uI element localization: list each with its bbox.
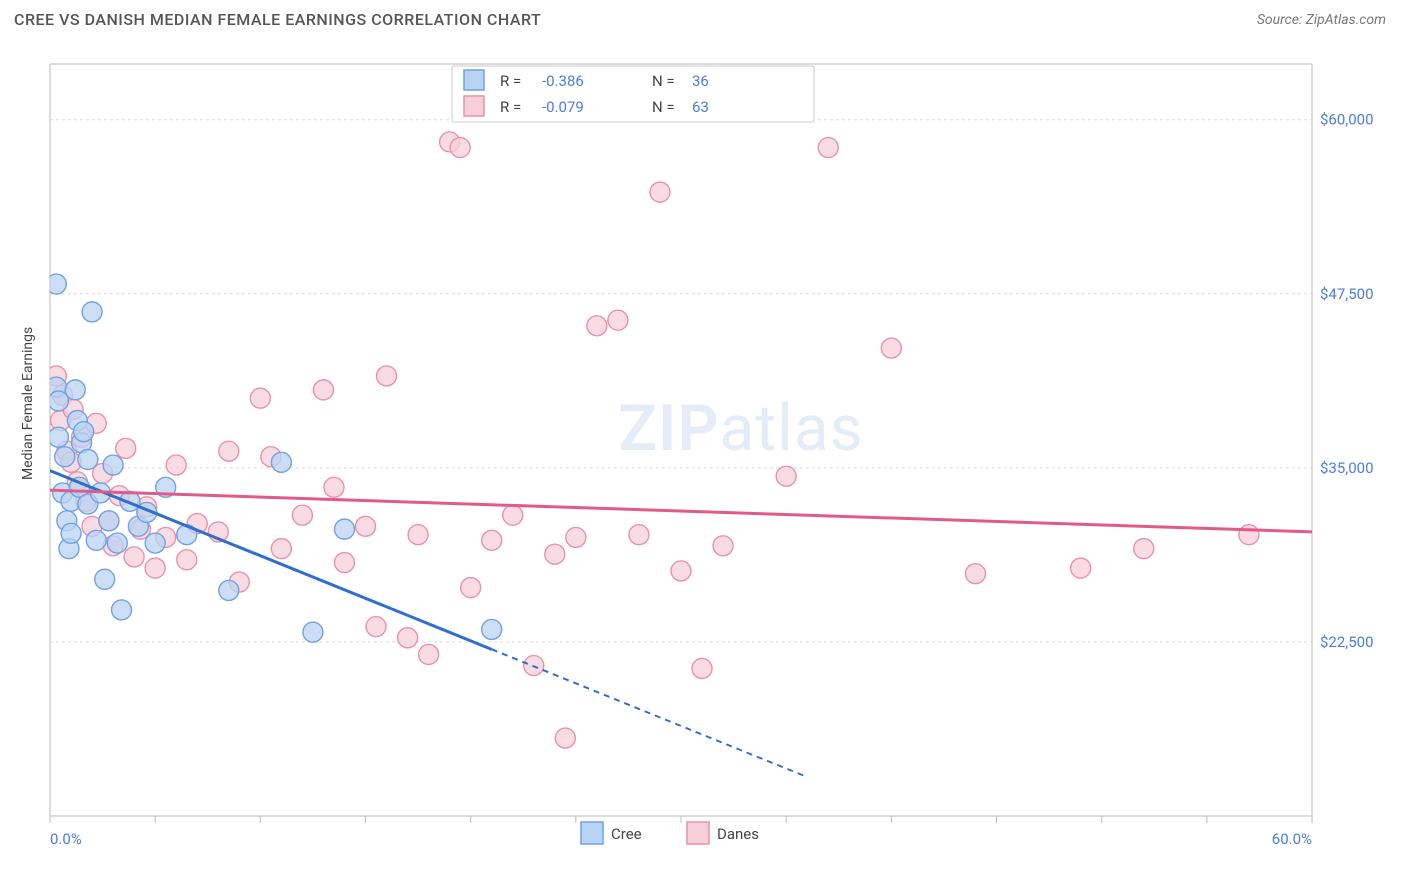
data-point	[377, 366, 397, 386]
data-point	[482, 530, 502, 550]
data-point	[46, 274, 66, 294]
data-point	[408, 525, 428, 545]
data-point	[145, 533, 165, 553]
data-point	[566, 527, 586, 547]
data-point	[48, 427, 68, 447]
data-point	[334, 553, 354, 573]
data-point	[450, 138, 470, 158]
legend-n-value: 63	[692, 98, 709, 116]
data-point	[292, 505, 312, 525]
data-point	[219, 441, 239, 461]
data-point	[82, 302, 102, 322]
data-point	[78, 449, 98, 469]
data-point	[166, 455, 186, 475]
y-tick-label: $60,000	[1320, 111, 1374, 129]
data-point	[1071, 558, 1091, 578]
data-point	[107, 533, 127, 553]
data-point	[250, 388, 270, 408]
data-point	[461, 578, 481, 598]
data-point	[692, 658, 712, 678]
x-tick-label-left: 0.0%	[50, 830, 82, 848]
legend-r-label: R =	[500, 72, 521, 90]
trend-line-danes	[50, 490, 1312, 532]
data-point	[555, 728, 575, 748]
data-point	[366, 617, 386, 637]
legend-series: Cree Danes	[581, 822, 759, 844]
watermark: ZIPatlas	[618, 391, 863, 466]
data-point	[545, 544, 565, 564]
chart-header: CREE VS DANISH MEDIAN FEMALE EARNINGS CO…	[0, 0, 1406, 37]
chart-container: $22,500 $35,000 $47,500 $60,000 0.0% 60.0% Med…	[14, 46, 1392, 872]
x-tick-label-right: 60.0%	[1272, 830, 1312, 848]
data-point	[313, 380, 333, 400]
y-tick-label: $47,500	[1320, 285, 1374, 303]
scatter-chart: $22,500 $35,000 $47,500 $60,000 0.0% 60.0% Med…	[14, 46, 1392, 872]
data-point	[1134, 539, 1154, 559]
legend-swatch	[464, 96, 484, 116]
y-axis-label: Median Female Earnings	[20, 327, 36, 480]
data-point	[608, 310, 628, 330]
data-point	[713, 536, 733, 556]
data-point	[324, 477, 344, 497]
legend-r-value: -0.079	[542, 98, 584, 116]
data-point	[881, 338, 901, 358]
data-point	[303, 622, 323, 642]
data-point	[398, 628, 418, 648]
data-point	[776, 466, 796, 486]
data-point	[503, 505, 523, 525]
legend-n-value: 36	[692, 72, 709, 90]
data-point	[116, 438, 136, 458]
data-point	[95, 569, 115, 589]
data-point	[86, 530, 106, 550]
y-tick-label: $35,000	[1320, 459, 1374, 477]
data-point	[55, 447, 75, 467]
data-point	[99, 511, 119, 531]
data-point	[219, 580, 239, 600]
legend-n-label: N =	[652, 98, 675, 116]
data-point	[103, 455, 123, 475]
data-point	[818, 138, 838, 158]
legend-n-label: N =	[652, 72, 675, 90]
legend-r-value: -0.386	[542, 72, 584, 90]
data-point	[177, 550, 197, 570]
legend-swatch	[687, 822, 709, 844]
data-point	[650, 182, 670, 202]
data-point	[65, 380, 85, 400]
data-point	[112, 600, 132, 620]
data-point	[1239, 525, 1259, 545]
data-point	[629, 525, 649, 545]
legend-r-label: R =	[500, 98, 521, 116]
data-point	[74, 422, 94, 442]
data-point	[419, 644, 439, 664]
data-point	[356, 516, 376, 536]
chart-title: CREE VS DANISH MEDIAN FEMALE EARNINGS CO…	[14, 10, 541, 29]
data-point	[271, 539, 291, 559]
data-point	[587, 316, 607, 336]
chart-source: Source: ZipAtlas.com	[1257, 12, 1386, 28]
data-point	[61, 523, 81, 543]
data-point	[482, 619, 502, 639]
data-point	[145, 558, 165, 578]
y-tick-label: $22,500	[1320, 633, 1374, 651]
data-point	[124, 547, 144, 567]
data-point	[965, 564, 985, 584]
data-point	[671, 561, 691, 581]
legend-label: Danes	[717, 825, 759, 843]
data-point	[334, 519, 354, 539]
legend-label: Cree	[611, 825, 642, 843]
series-cree	[46, 274, 501, 642]
legend-swatch	[464, 70, 484, 90]
legend-swatch	[581, 822, 603, 844]
data-point	[271, 452, 291, 472]
